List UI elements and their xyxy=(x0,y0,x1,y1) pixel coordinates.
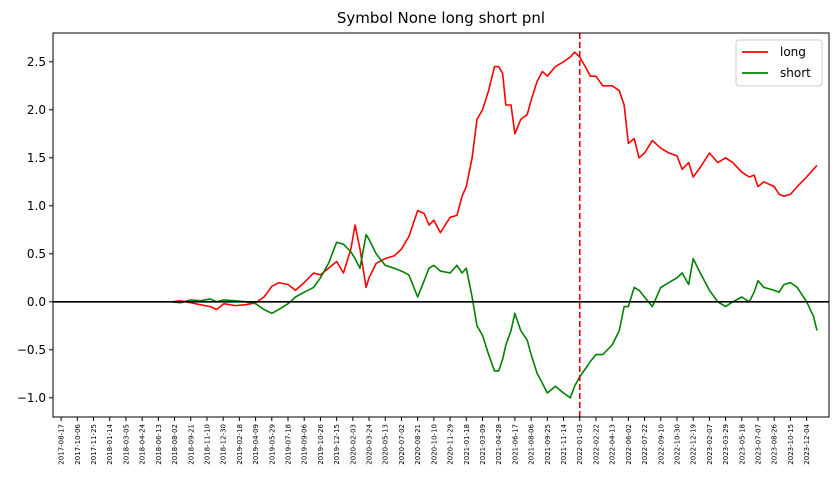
legend-label-short: short xyxy=(780,66,811,80)
x-tick-label: 2020-03-24 xyxy=(366,423,374,464)
y-tick-label: 2.0 xyxy=(27,103,46,117)
x-tick-label: 2023-07-07 xyxy=(755,424,763,465)
x-tick-label: 2018-08-02 xyxy=(171,424,179,465)
x-tick-label: 2023-05-18 xyxy=(738,424,746,465)
x-tick-label: 2021-11-14 xyxy=(560,423,568,464)
x-tick-label: 2020-05-13 xyxy=(382,424,390,465)
legend: long short xyxy=(735,39,823,87)
y-tick-label: 0.0 xyxy=(27,295,46,309)
x-tick-label: 2019-02-18 xyxy=(236,424,244,465)
x-tick-label: 2018-09-21 xyxy=(187,424,195,465)
x-tick-label: 2022-01-03 xyxy=(576,424,584,465)
series-line-long xyxy=(171,51,818,311)
x-tick-label: 2021-04-28 xyxy=(495,424,503,465)
x-tick-label: 2020-02-03 xyxy=(349,424,357,465)
x-tick-label: 2019-04-09 xyxy=(252,424,260,465)
x-tick-label: 2018-12-30 xyxy=(220,424,228,465)
legend-label-long: long xyxy=(780,45,806,59)
x-tick-label: 2020-07-02 xyxy=(398,424,406,465)
x-tick-label: 2019-07-18 xyxy=(285,424,293,465)
x-tick-label: 2023-10-15 xyxy=(787,424,795,465)
x-tick-label: 2022-09-10 xyxy=(657,424,665,465)
x-tick-label: 2023-08-26 xyxy=(771,423,779,464)
y-tick-label: 0.5 xyxy=(27,247,46,261)
x-tick-label: 2022-02-22 xyxy=(592,424,600,465)
x-tick-label: 2021-06-17 xyxy=(511,424,519,465)
x-tick-label: 2020-11-29 xyxy=(447,424,455,465)
x-tick-label: 2022-10-30 xyxy=(673,424,681,465)
y-tick-label: −0.5 xyxy=(17,343,46,357)
x-tick-label: 2019-05-29 xyxy=(268,424,276,465)
x-tick-label: 2021-09-25 xyxy=(544,424,552,465)
x-tick-label: 2019-09-06 xyxy=(301,423,309,464)
y-tick-label: 2.5 xyxy=(27,55,46,69)
x-tick-label: 2017-10-06 xyxy=(74,423,82,464)
axes-frame xyxy=(52,32,830,418)
x-tick-label: 2022-04-13 xyxy=(609,424,617,465)
x-tick-label: 2019-12-15 xyxy=(333,424,341,465)
series-line-short xyxy=(171,233,818,399)
x-tick-label: 2022-07-22 xyxy=(641,424,649,465)
x-tick-label: 2019-10-26 xyxy=(317,423,325,464)
x-tick-label: 2023-12-04 xyxy=(803,423,811,464)
x-tick-label: 2020-08-21 xyxy=(414,424,422,465)
chart-title: Symbol None long short pnl xyxy=(337,9,545,27)
x-tick-label: 2018-06-13 xyxy=(155,424,163,465)
y-axis: −1.0 −0.5 0.0 0.5 1.0 1.5 2.0 2.5 xyxy=(17,55,53,405)
x-tick-label: 2020-10-10 xyxy=(430,424,438,465)
x-tick-label: 2017-08-17 xyxy=(58,424,66,465)
plot-area xyxy=(53,33,829,417)
x-tick-label: 2018-03-05 xyxy=(122,424,130,465)
x-tick-label: 2018-04-24 xyxy=(139,423,147,464)
x-tick-label: 2022-06-02 xyxy=(625,424,633,465)
x-axis: 2017-08-17 2017-10-06 2017-11-25 2018-01-14… xyxy=(58,417,811,465)
x-tick-label: 2018-01-14 xyxy=(106,423,114,464)
x-tick-label: 2017-11-25 xyxy=(90,424,98,465)
y-tick-label: 1.5 xyxy=(27,151,46,165)
x-tick-label: 2021-03-09 xyxy=(479,424,487,465)
x-tick-label: 2018-11-10 xyxy=(203,424,211,465)
x-tick-label: 2021-08-06 xyxy=(528,423,536,464)
x-tick-label: 2023-03-29 xyxy=(722,424,730,465)
x-tick-label: 2023-02-07 xyxy=(706,424,714,465)
y-tick-label: 1.0 xyxy=(27,199,46,213)
y-tick-label: −1.0 xyxy=(17,391,46,405)
x-tick-label: 2022-12-19 xyxy=(690,424,698,465)
x-tick-label: 2021-01-18 xyxy=(463,424,471,465)
